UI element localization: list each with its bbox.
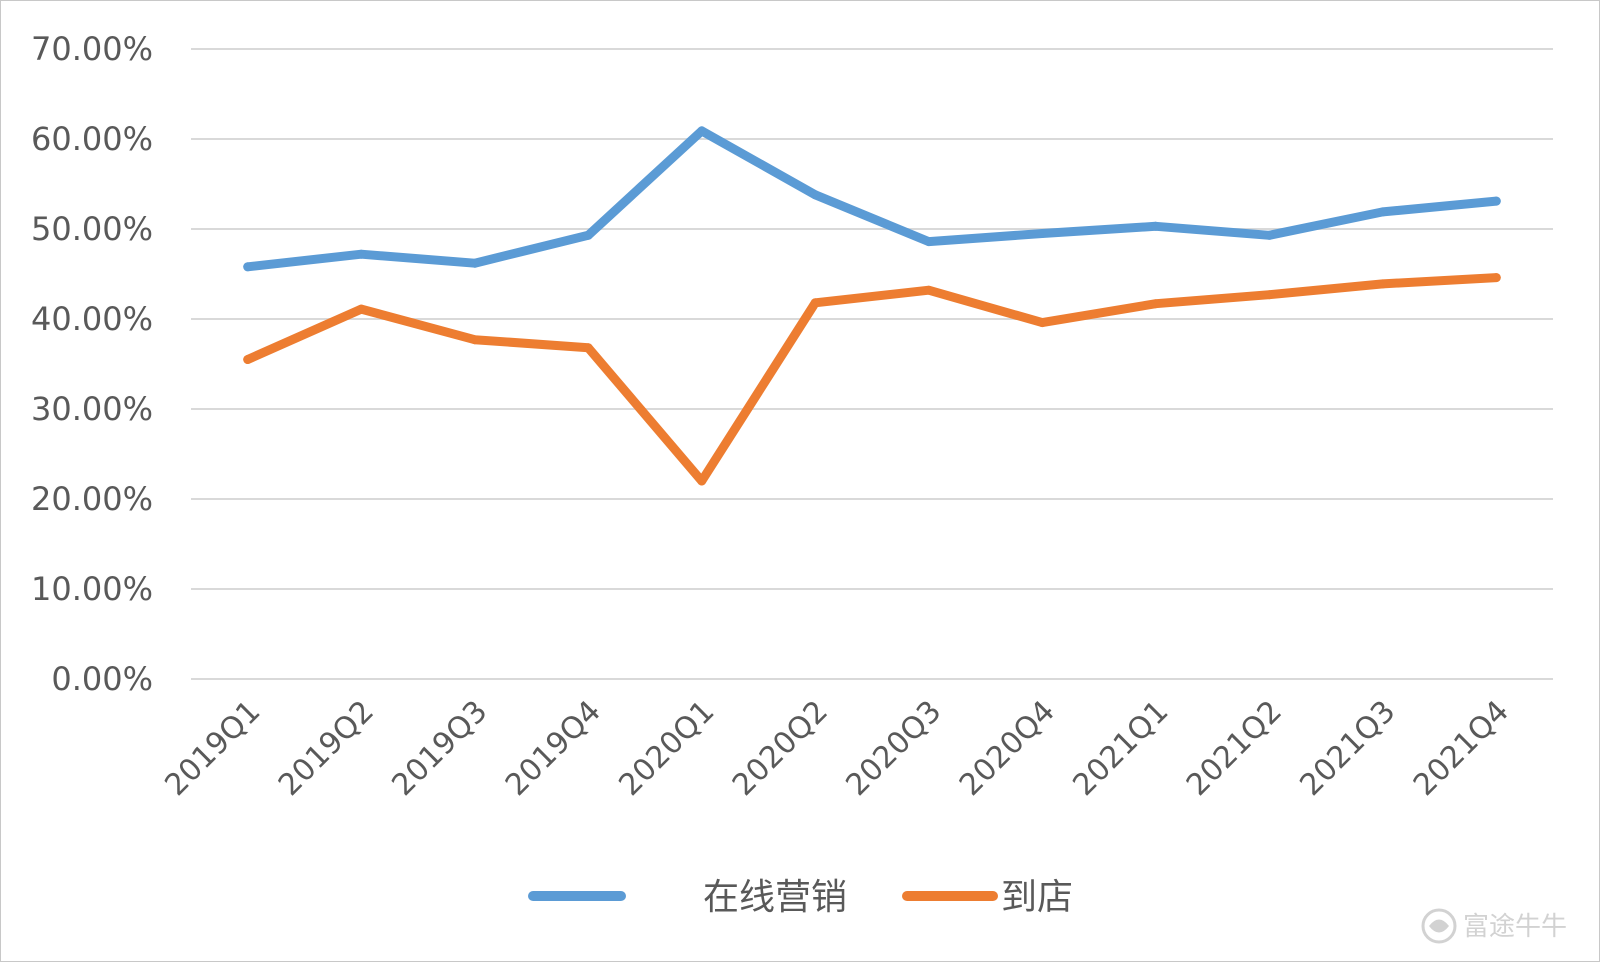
watermark: 富途牛牛 xyxy=(1421,908,1567,944)
x-tick-label: 2021Q2 xyxy=(1180,694,1289,803)
data-point xyxy=(810,190,820,200)
series-line-0 xyxy=(243,126,1501,272)
x-axis-tick-labels: 2019Q1 2019Q2 2019Q3 2019Q4 2020Q1 2020Q2 2020… xyxy=(158,694,1515,803)
gridlines xyxy=(191,48,1553,680)
legend-item-online-marketing: 在线营销 xyxy=(528,877,847,918)
y-tick-label: 60.00% xyxy=(31,120,153,158)
legend: 在线营销 到店 xyxy=(528,877,1073,918)
x-tick-label: 2021Q3 xyxy=(1293,694,1402,803)
futu-logo-icon xyxy=(1421,908,1457,944)
y-tick-label: 40.00% xyxy=(31,300,153,338)
series-0 xyxy=(243,126,1501,272)
x-tick-label: 2019Q2 xyxy=(272,694,381,803)
watermark-text: 富途牛牛 xyxy=(1463,912,1567,942)
y-tick-label: 20.00% xyxy=(31,480,153,518)
y-tick-label: 0.00% xyxy=(51,660,153,698)
x-tick-label: 2020Q4 xyxy=(953,694,1062,803)
x-tick-label: 2019Q1 xyxy=(158,694,267,803)
legend-label-in-store: 到店 xyxy=(1001,877,1073,918)
data-point xyxy=(1491,196,1501,206)
legend-label-online-marketing: 在线营销 xyxy=(703,877,847,918)
y-tick-label: 70.00% xyxy=(31,30,153,68)
x-tick-label: 2020Q1 xyxy=(612,694,721,803)
legend-item-in-store: 到店 xyxy=(902,877,1073,918)
data-point xyxy=(470,258,480,268)
y-tick-label: 50.00% xyxy=(31,210,153,248)
x-tick-label: 2021Q1 xyxy=(1066,694,1175,803)
series-1 xyxy=(243,273,1501,486)
data-point xyxy=(924,285,934,295)
x-tick-label: 2020Q3 xyxy=(839,694,948,803)
data-point xyxy=(1378,207,1388,217)
data-point xyxy=(1264,290,1274,300)
data-point xyxy=(470,335,480,345)
data-point xyxy=(697,126,707,136)
data-point xyxy=(356,249,366,259)
data-point xyxy=(1151,299,1161,309)
data-point xyxy=(810,298,820,308)
data-point xyxy=(1378,279,1388,289)
data-point xyxy=(583,343,593,353)
data-point xyxy=(356,304,366,314)
data-point xyxy=(243,262,253,272)
series-line-1 xyxy=(243,273,1501,486)
data-point xyxy=(924,237,934,247)
y-axis-tick-labels: 0.00% 10.00% 20.00% 30.00% 40.00% 50.00% 60.00… xyxy=(31,30,153,698)
data-point xyxy=(583,230,593,240)
data-point xyxy=(243,355,253,364)
y-tick-label: 10.00% xyxy=(31,570,153,608)
x-tick-label: 2019Q4 xyxy=(499,694,608,803)
x-tick-label: 2021Q4 xyxy=(1407,694,1516,803)
series-lines xyxy=(243,126,1501,486)
data-point xyxy=(1151,221,1161,231)
data-point xyxy=(1037,229,1047,238)
data-point xyxy=(1037,318,1047,328)
y-tick-label: 30.00% xyxy=(31,390,153,428)
x-tick-label: 2020Q2 xyxy=(726,694,835,803)
x-tick-label: 2019Q3 xyxy=(385,694,494,803)
data-point xyxy=(1491,273,1501,283)
data-point xyxy=(697,476,707,486)
data-point xyxy=(1264,230,1274,240)
